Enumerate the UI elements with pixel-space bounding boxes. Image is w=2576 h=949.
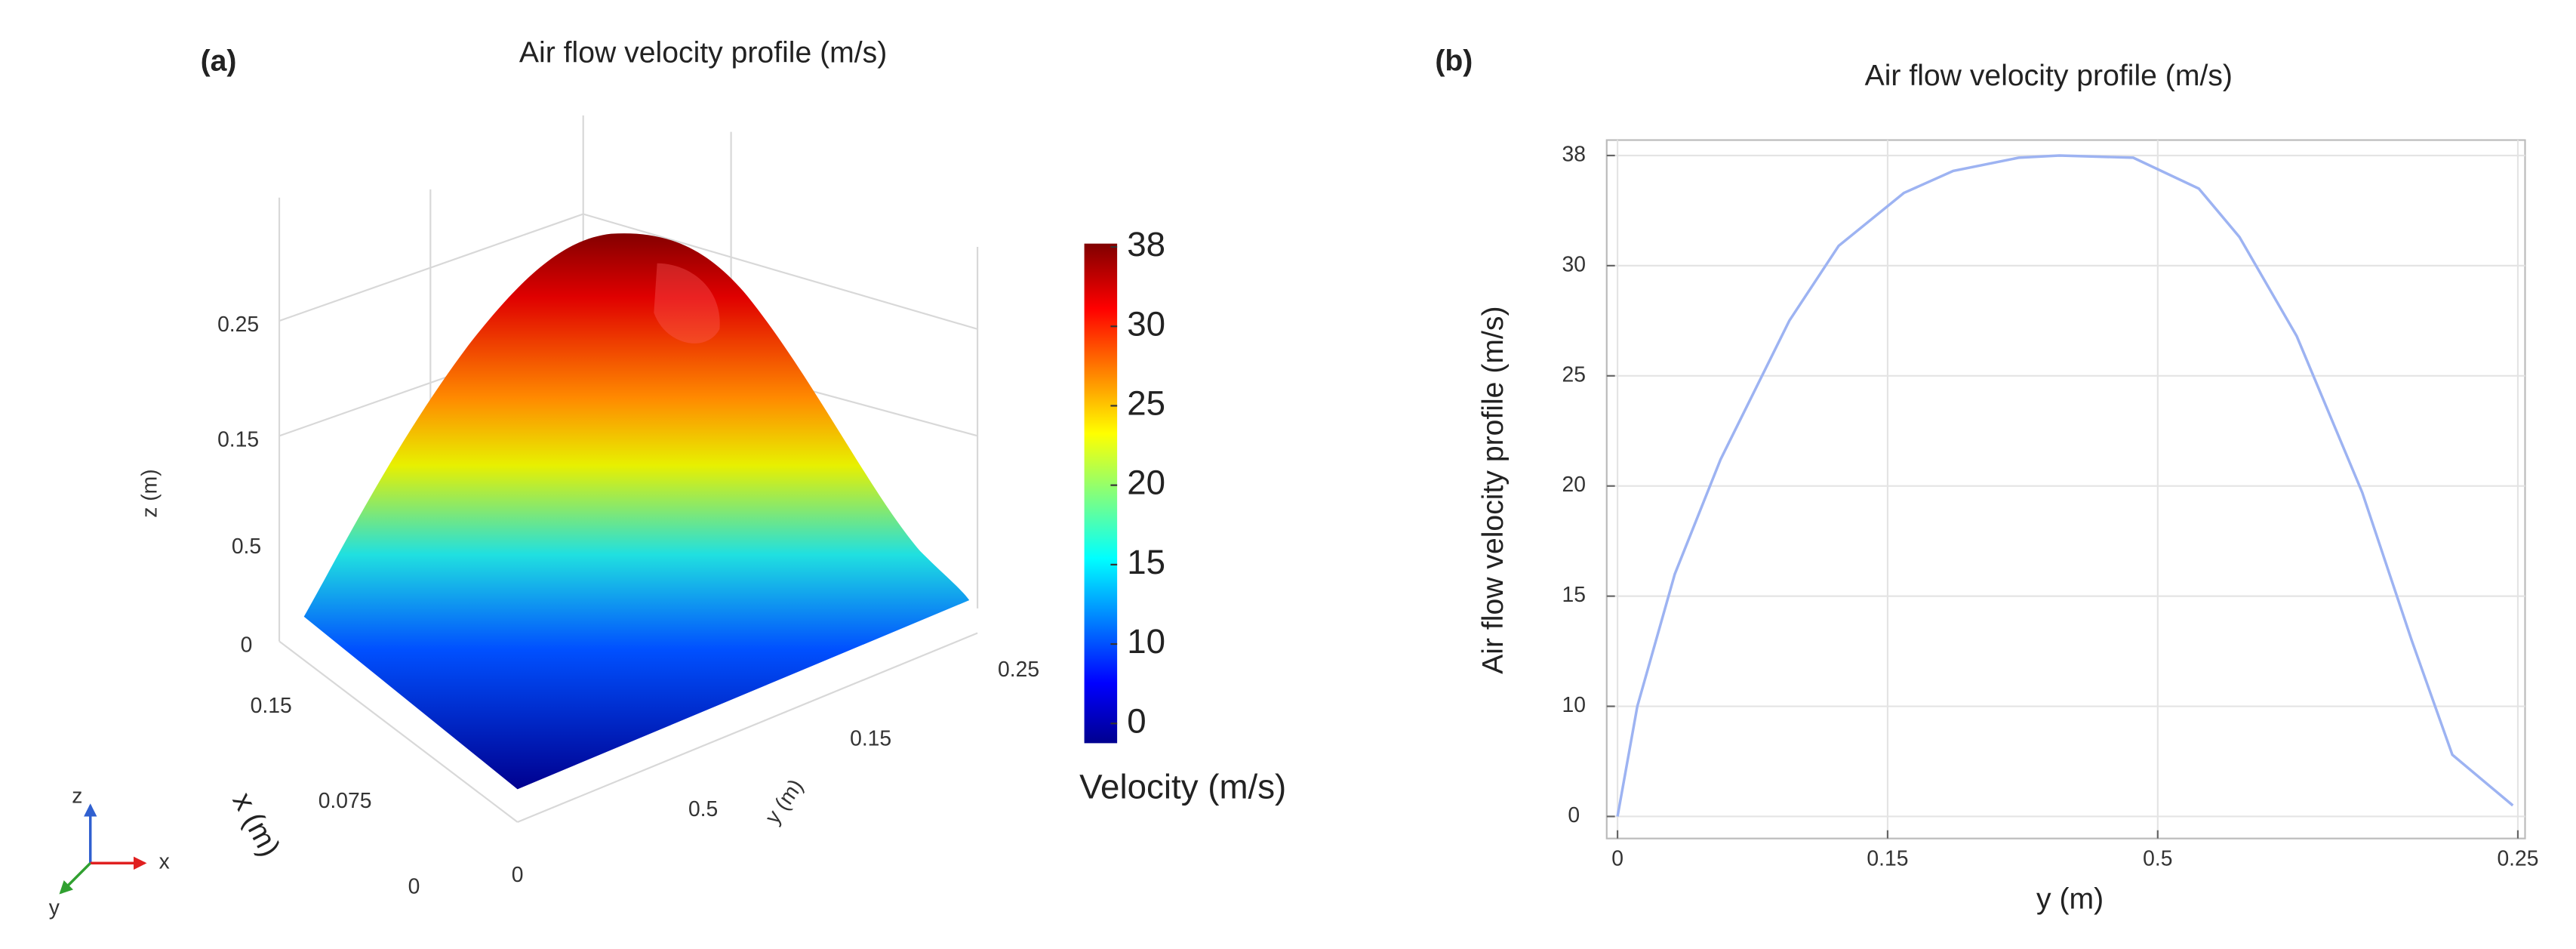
- y-axis-label: y (m): [760, 775, 808, 828]
- colorbar-label: Velocity (m/s): [1079, 767, 1286, 806]
- y-tick-label: 20: [1562, 472, 1586, 496]
- colorbar-tick-label: 0: [1127, 701, 1146, 740]
- z-tick-label: 0: [241, 632, 253, 656]
- z-tick-label: 0.5: [232, 534, 261, 558]
- y-tick-label: 0.5: [688, 796, 718, 821]
- panel-label: (b): [1435, 45, 1473, 78]
- x-tick-label: 0: [1611, 846, 1623, 870]
- velocity-surface: [303, 233, 970, 790]
- plot-area: [1605, 139, 2526, 840]
- x-tick-label: 0.15: [251, 693, 292, 717]
- z-tick-label: 0.15: [217, 427, 259, 451]
- colorbar-tick-label: 10: [1127, 622, 1165, 661]
- x-tick-label: 0.25: [2497, 846, 2538, 870]
- z-axis-label: z (m): [137, 469, 162, 517]
- y-tick-label: 25: [1562, 362, 1586, 386]
- panel-label: (a): [201, 45, 237, 78]
- chart-title: Air flow velocity profile (m/s): [519, 37, 887, 69]
- z-tick-label: 0.25: [217, 312, 259, 336]
- colorbar-tick-label: 38: [1127, 225, 1165, 263]
- data-line: [1616, 154, 2514, 817]
- colorbar-tick-label: 15: [1127, 543, 1165, 581]
- chart-title: Air flow velocity profile (m/s): [1865, 60, 2233, 92]
- y-tick-label: 30: [1562, 251, 1586, 276]
- surface-highlight: [654, 263, 720, 344]
- y-tick-label: 15: [1562, 582, 1586, 606]
- colorbar-tick-label: 25: [1127, 384, 1165, 423]
- x-axis-label: y (m): [2036, 883, 2104, 916]
- colorbar-tick-label: 30: [1127, 304, 1165, 343]
- x-tick-label: 0.5: [2143, 846, 2172, 870]
- x-tick-label: 0.075: [319, 788, 372, 812]
- y-tick-label: 0.25: [998, 657, 1039, 681]
- y-tick-label: 10: [1562, 692, 1586, 716]
- axes-triad: [59, 803, 147, 895]
- y-tick-label: 0: [512, 862, 524, 886]
- y-tick-label: 38: [1562, 141, 1586, 165]
- colorbar: [1084, 243, 1118, 744]
- y-tick-label: 0.15: [850, 726, 891, 750]
- triad-label: y: [49, 895, 60, 920]
- x-axis-label: x (m): [226, 787, 286, 862]
- y-tick-label: 0: [1568, 803, 1580, 827]
- triad-label: x: [159, 849, 170, 874]
- x-tick-label: 0: [408, 874, 420, 898]
- triad-label: z: [72, 784, 82, 808]
- y-axis-label: Air flow velocity profile (m/s): [1477, 306, 1510, 673]
- x-tick-label: 0.15: [1867, 846, 1908, 870]
- colorbar-tick-label: 20: [1127, 464, 1165, 502]
